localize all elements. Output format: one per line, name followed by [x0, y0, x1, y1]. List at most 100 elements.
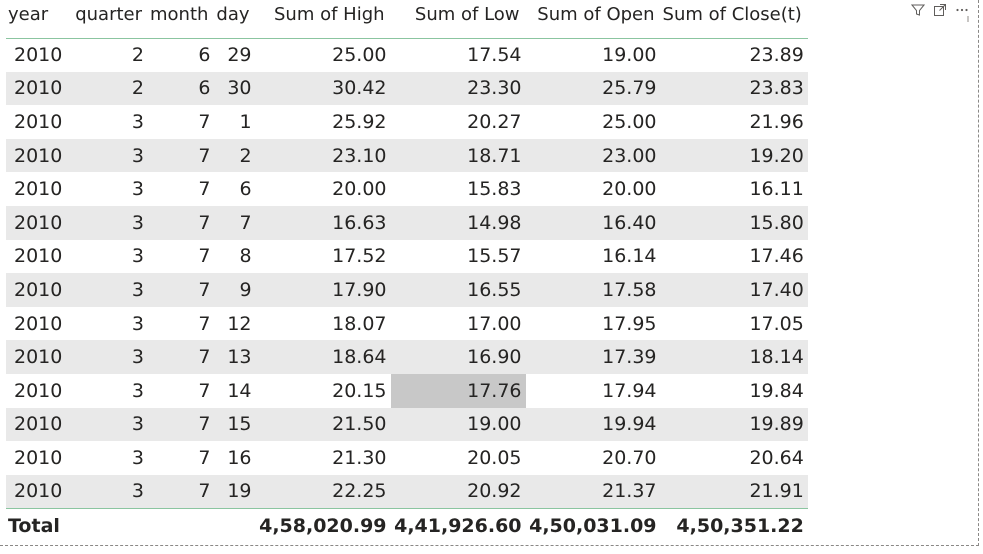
table-cell[interactable]: 13: [214, 340, 256, 374]
table-cell[interactable]: 17.94: [525, 373, 661, 408]
scrollbar[interactable]: [967, 16, 969, 22]
table-cell[interactable]: 23.89: [660, 38, 808, 72]
table-cell[interactable]: 3: [70, 373, 148, 408]
table-cell[interactable]: 17.40: [660, 273, 808, 307]
table-cell[interactable]: 20.64: [660, 441, 808, 475]
table-row[interactable]: 2010 2 6 29 25.00 17.54 19.00 23.89: [6, 38, 808, 72]
table-cell[interactable]: 6: [148, 38, 215, 72]
table-cell[interactable]: 19.00: [390, 407, 526, 442]
table-cell[interactable]: 7: [148, 239, 215, 274]
table-cell[interactable]: 12: [214, 306, 256, 341]
table-cell[interactable]: 3: [70, 306, 148, 341]
table-cell[interactable]: 16.55: [390, 273, 526, 307]
table-cell[interactable]: 7: [148, 340, 215, 374]
table-cell[interactable]: 23.83: [660, 71, 808, 106]
table-row[interactable]: 2010 3 7 15 21.50 19.00 19.94 19.89: [6, 407, 808, 442]
table-cell[interactable]: 30: [214, 71, 256, 106]
table-cell[interactable]: 7: [148, 407, 215, 442]
table-cell[interactable]: 3: [70, 172, 148, 206]
table-row[interactable]: 2010 3 7 6 20.00 15.83 20.00 16.11: [6, 172, 808, 206]
table-cell[interactable]: 7: [148, 172, 215, 206]
table-cell[interactable]: 15.83: [390, 172, 526, 206]
table-cell[interactable]: 16.90: [390, 340, 526, 374]
table-cell[interactable]: 2: [214, 138, 256, 173]
table-cell[interactable]: 17.90: [255, 273, 391, 307]
table-cell[interactable]: 19.89: [660, 407, 808, 442]
table-cell[interactable]: 17.54: [390, 38, 526, 72]
table-cell[interactable]: 2010: [6, 373, 70, 408]
table-cell[interactable]: 1: [214, 105, 256, 139]
table-cell[interactable]: 18.64: [255, 340, 391, 374]
table-cell[interactable]: 23.00: [525, 138, 661, 173]
table-cell[interactable]: 3: [70, 105, 148, 139]
table-cell[interactable]: 29: [214, 38, 256, 72]
table-cell[interactable]: 20.05: [390, 441, 526, 475]
table-cell[interactable]: 17.46: [660, 239, 808, 274]
table-cell[interactable]: 2010: [6, 71, 70, 106]
table-cell[interactable]: 9: [214, 273, 256, 307]
table-cell[interactable]: 2010: [6, 474, 70, 509]
table-cell[interactable]: 14: [214, 373, 256, 408]
table-cell[interactable]: 2010: [6, 239, 70, 274]
table-cell[interactable]: 2010: [6, 340, 70, 374]
table-cell[interactable]: 17.00: [390, 306, 526, 341]
table-cell[interactable]: 25.00: [255, 38, 391, 72]
table-cell[interactable]: 22.25: [255, 474, 391, 509]
column-header[interactable]: month: [148, 0, 215, 39]
table-cell[interactable]: 19.94: [525, 407, 661, 442]
table-cell[interactable]: 16.40: [525, 205, 661, 240]
table-cell[interactable]: 3: [70, 239, 148, 274]
table-cell[interactable]: 17.95: [525, 306, 661, 341]
table-cell[interactable]: 2010: [6, 441, 70, 475]
table-cell[interactable]: 25.79: [525, 71, 661, 106]
table-cell[interactable]: 3: [70, 441, 148, 475]
column-header[interactable]: Sum of Low: [390, 0, 526, 39]
table-cell[interactable]: 20.27: [390, 105, 526, 139]
more-options-icon[interactable]: [954, 2, 970, 18]
table-cell[interactable]: 2010: [6, 38, 70, 72]
table-cell[interactable]: 23.30: [390, 71, 526, 106]
table-cell[interactable]: 3: [70, 205, 148, 240]
table-cell[interactable]: 30.42: [255, 71, 391, 106]
table-cell[interactable]: 3: [70, 407, 148, 442]
table-cell[interactable]: 6: [148, 71, 215, 106]
column-header[interactable]: Sum of Open: [525, 0, 661, 39]
column-header[interactable]: quarter: [70, 0, 148, 39]
table-cell[interactable]: 19.00: [525, 38, 661, 72]
table-cell[interactable]: 7: [148, 441, 215, 475]
table-cell[interactable]: 3: [70, 474, 148, 509]
table-cell[interactable]: 2010: [6, 105, 70, 139]
table-cell[interactable]: 16.14: [525, 239, 661, 274]
table-cell[interactable]: 17.76: [390, 373, 526, 408]
table-cell[interactable]: 17.52: [255, 239, 391, 274]
table-row[interactable]: 2010 3 7 13 18.64 16.90 17.39 18.14: [6, 340, 808, 374]
table-cell[interactable]: 21.96: [660, 105, 808, 139]
table-cell[interactable]: 17.05: [660, 306, 808, 341]
column-header[interactable]: day: [214, 0, 256, 39]
table-cell[interactable]: 7: [214, 205, 256, 240]
table-cell[interactable]: 7: [148, 205, 215, 240]
table-row[interactable]: 2010 3 7 2 23.10 18.71 23.00 19.20: [6, 138, 808, 173]
table-cell[interactable]: 2010: [6, 205, 70, 240]
table-cell[interactable]: 18.14: [660, 340, 808, 374]
table-row[interactable]: 2010 3 7 19 22.25 20.92 21.37 21.91: [6, 474, 808, 509]
table-cell[interactable]: 16: [214, 441, 256, 475]
table-cell[interactable]: 15.57: [390, 239, 526, 274]
column-header[interactable]: year: [6, 0, 70, 39]
table-cell[interactable]: 7: [148, 105, 215, 139]
table-row[interactable]: 2010 3 7 12 18.07 17.00 17.95 17.05: [6, 306, 808, 341]
table-cell[interactable]: 2010: [6, 172, 70, 206]
table-cell[interactable]: 16.11: [660, 172, 808, 206]
table-row[interactable]: 2010 3 7 14 20.15 17.76 17.94 19.84: [6, 373, 808, 408]
table-cell[interactable]: 6: [214, 172, 256, 206]
table-cell[interactable]: 18.71: [390, 138, 526, 173]
table-row[interactable]: 2010 3 7 9 17.90 16.55 17.58 17.40: [6, 273, 808, 307]
table-cell[interactable]: 7: [148, 474, 215, 509]
table-cell[interactable]: 25.92: [255, 105, 391, 139]
table-cell[interactable]: 2010: [6, 306, 70, 341]
table-cell[interactable]: 17.39: [525, 340, 661, 374]
table-cell[interactable]: 3: [70, 138, 148, 173]
table-cell[interactable]: 19: [214, 474, 256, 509]
table-cell[interactable]: 7: [148, 273, 215, 307]
table-cell[interactable]: 21.91: [660, 474, 808, 509]
